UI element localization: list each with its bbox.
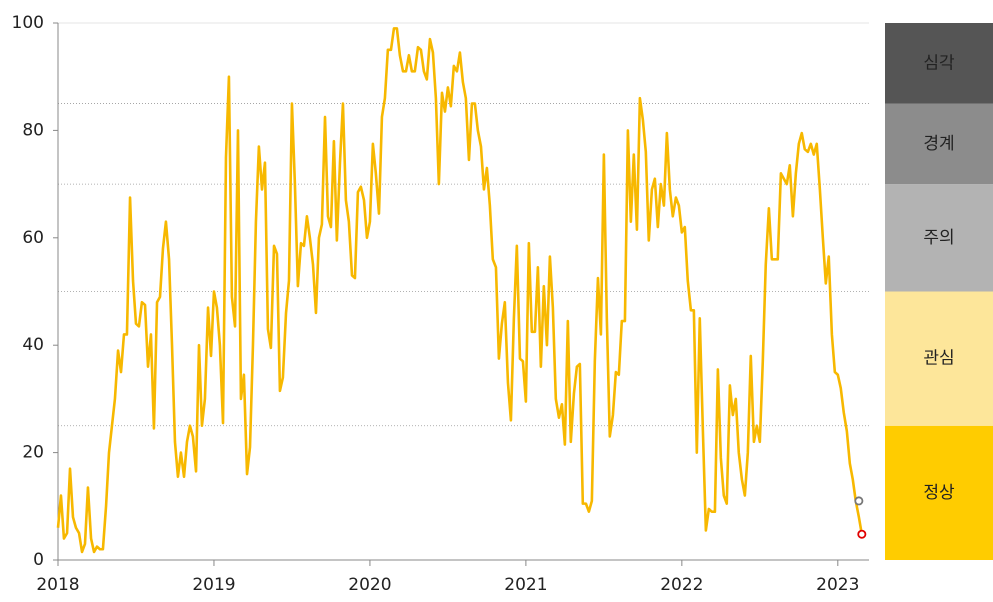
x-tick-label: 2019 — [192, 575, 235, 595]
x-tick-label: 2022 — [660, 575, 703, 595]
zone-band — [885, 425, 993, 560]
x-tick-label: 2023 — [816, 575, 859, 595]
end-marker — [857, 529, 867, 539]
y-tick-label: 80 — [22, 120, 44, 140]
end-marker — [854, 496, 864, 506]
y-tick-label: 40 — [22, 335, 44, 355]
x-tick-label: 2021 — [504, 575, 547, 595]
y-tick-label: 0 — [33, 550, 44, 570]
zone-band — [885, 23, 993, 104]
zone-band — [885, 184, 993, 292]
zone-label: 심각 — [923, 53, 955, 73]
zone-band — [885, 291, 993, 426]
y-tick-label: 100 — [12, 13, 44, 33]
series-line — [56, 27, 864, 554]
y-tick-label: 20 — [22, 443, 44, 463]
zone-label: 경계 — [923, 134, 954, 154]
x-tick-label: 2018 — [36, 575, 79, 595]
x-tick-label: 2020 — [348, 575, 391, 595]
zone-band — [885, 103, 993, 185]
zone-label: 주의 — [923, 228, 954, 248]
zone-label: 관심 — [923, 349, 954, 369]
y-tick-label: 60 — [22, 228, 44, 248]
zone-label: 정상 — [923, 483, 955, 503]
